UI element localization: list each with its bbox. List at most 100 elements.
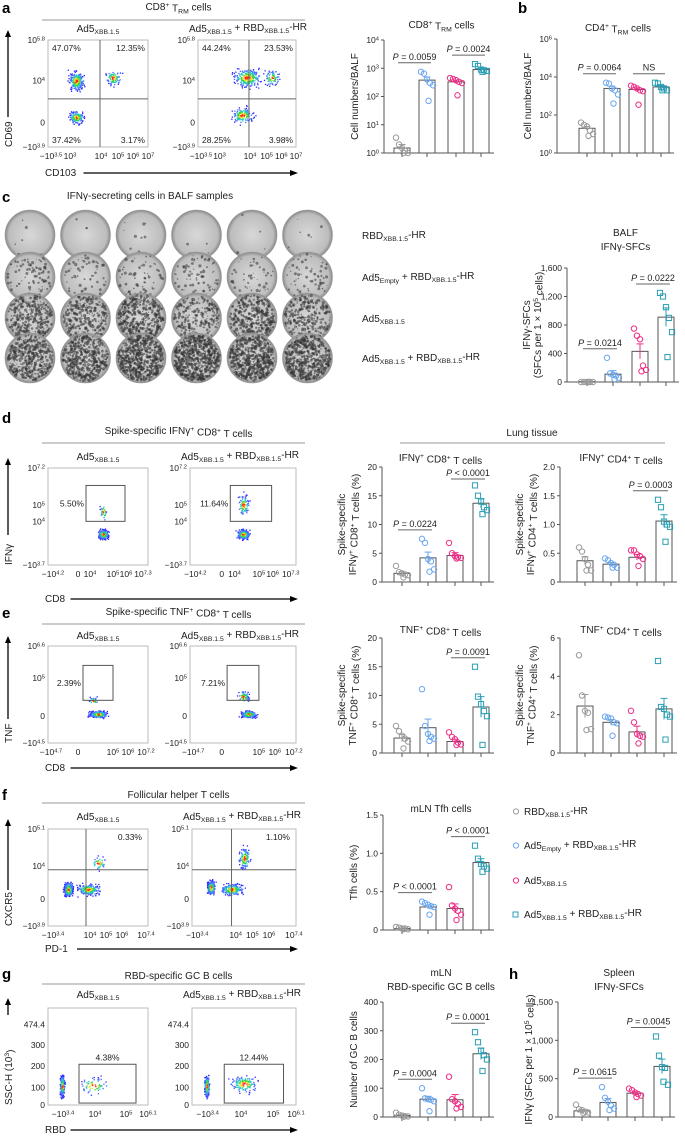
event-dot: [69, 82, 71, 84]
event-dot: [243, 503, 245, 505]
event-dot: [61, 1091, 63, 1094]
event-dot: [76, 884, 78, 886]
event-dot: [88, 1080, 90, 1083]
event-dot: [92, 712, 94, 714]
event-dot: [243, 506, 245, 508]
event-dot: [245, 115, 247, 117]
event-dot: [245, 858, 247, 860]
event-dot: [233, 81, 235, 83]
event-dot: [241, 115, 243, 117]
event-dot: [84, 887, 87, 889]
event-dot: [234, 891, 236, 893]
event-dot: [244, 529, 246, 532]
event-dot: [86, 888, 89, 890]
arrow-head-icon: [5, 998, 11, 1005]
event-dot: [67, 891, 70, 893]
event-dot: [97, 889, 99, 892]
event-dot: [99, 1085, 101, 1087]
event-dot: [253, 716, 255, 718]
event-dot: [82, 81, 84, 83]
event-dot: [104, 509, 106, 511]
event-dot: [89, 884, 91, 887]
spot: [320, 265, 323, 268]
spot: [258, 283, 261, 287]
event-dot: [239, 851, 241, 853]
spot: [291, 263, 295, 267]
spot: [31, 267, 34, 269]
spot: [23, 258, 27, 262]
event-dot: [250, 118, 253, 120]
event-dot: [105, 539, 107, 541]
event-dot: [236, 118, 238, 120]
event-dot: [268, 74, 271, 77]
event-dot: [97, 860, 100, 862]
spot: [183, 289, 185, 291]
event-dot: [247, 700, 249, 702]
event-dot: [273, 72, 275, 74]
event-dot: [205, 1084, 207, 1086]
event-dot: [209, 891, 212, 893]
event-dot: [242, 855, 244, 858]
event-dot: [65, 891, 67, 893]
event-dot: [77, 122, 79, 124]
event-dot: [97, 712, 99, 714]
event-dot: [244, 695, 247, 697]
event-dot: [116, 81, 118, 83]
spot: [34, 309, 38, 313]
event-dot: [205, 1082, 208, 1084]
spot: [208, 257, 211, 261]
event-dot: [245, 111, 247, 113]
event-dot: [233, 890, 235, 893]
event-dot: [241, 1084, 244, 1087]
spot: [310, 236, 313, 238]
event-dot: [90, 885, 93, 887]
event-dot: [254, 82, 256, 84]
event-dot: [241, 891, 243, 894]
event-dot: [221, 890, 223, 892]
event-dot: [71, 112, 73, 114]
event-dot: [228, 890, 230, 893]
event-dot: [238, 114, 241, 116]
event-dot: [249, 500, 251, 502]
spot: [81, 290, 83, 292]
spot: [68, 287, 71, 290]
event-dot: [210, 880, 212, 882]
event-dot: [247, 509, 249, 511]
event-dot: [243, 858, 245, 860]
spot: [297, 273, 301, 277]
event-dot: [99, 864, 101, 866]
event-dot: [242, 78, 244, 80]
event-dot: [247, 711, 249, 713]
event-dot: [65, 884, 67, 886]
event-dot: [242, 535, 244, 538]
spot: [64, 274, 66, 276]
event-dot: [89, 1087, 92, 1090]
event-dot: [228, 1078, 230, 1080]
spot: [201, 275, 205, 278]
event-dot: [245, 1078, 247, 1080]
event-dot: [245, 509, 248, 511]
event-dot: [252, 69, 255, 71]
x-tick-label: 105: [107, 747, 120, 757]
event-dot: [62, 1074, 64, 1076]
event-dot: [255, 76, 257, 78]
spot: [96, 280, 99, 284]
event-dot: [248, 1091, 251, 1094]
event-dot: [244, 496, 246, 498]
spot: [14, 260, 17, 263]
event-dot: [252, 1078, 254, 1080]
event-dot: [70, 886, 73, 889]
event-dot: [242, 528, 245, 530]
event-dot: [230, 885, 232, 887]
event-dot: [270, 79, 272, 81]
event-dot: [82, 80, 85, 82]
spot: [258, 266, 261, 269]
event-dot: [100, 531, 102, 534]
event-dot: [241, 853, 243, 855]
event-dot: [104, 715, 106, 717]
event-dot: [68, 890, 70, 892]
event-dot: [236, 886, 238, 889]
event-dot: [247, 74, 250, 76]
spot: [147, 273, 149, 275]
